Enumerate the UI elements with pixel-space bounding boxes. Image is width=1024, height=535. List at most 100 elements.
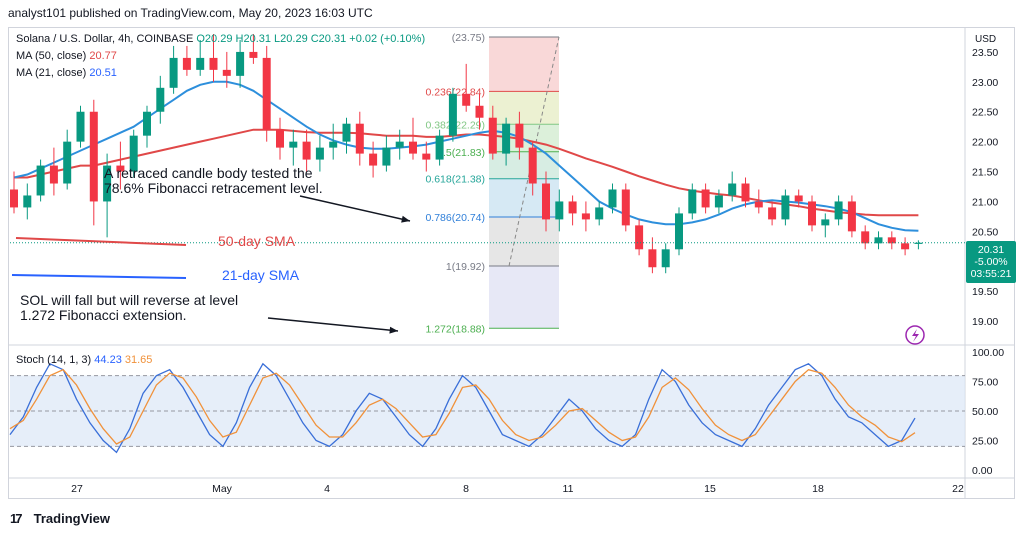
candle-body <box>568 201 577 214</box>
candle-body <box>808 201 816 226</box>
fib-level-label: 0.618(21.38) <box>425 174 485 186</box>
retrace-arrow <box>299 195 411 222</box>
candle-body <box>555 201 564 220</box>
fib-zone-0-236 <box>489 36 559 92</box>
price-axis-tick: 21.00 <box>972 196 998 208</box>
price-axis-tick: 22.50 <box>972 107 998 119</box>
time-axis-tick: 15 <box>704 483 716 495</box>
legend-change: +0.02 (+0.10%) <box>349 33 426 45</box>
legend-symbol: Solana / U.S. Dollar, 4h, COINBASE <box>16 33 194 45</box>
candle-body <box>661 249 670 268</box>
candle-body <box>794 195 803 202</box>
candle-body <box>63 141 72 184</box>
legend-stoch-label: Stoch (14, 1, 3) <box>16 354 92 366</box>
sma21-legend-line <box>11 274 187 279</box>
candle-body <box>89 111 98 202</box>
candle-body <box>49 165 58 184</box>
candle-body <box>116 165 125 172</box>
candle-body <box>488 117 497 154</box>
candle-body <box>409 141 417 154</box>
candle-body <box>675 213 683 250</box>
time-axis-tick: 18 <box>812 483 824 495</box>
stoch-axis-tick: 50.00 <box>972 406 998 418</box>
candle-body <box>302 141 311 160</box>
candle-body <box>422 153 431 160</box>
price-badge-countdown: 03:55:21 <box>971 268 1012 280</box>
candle-body <box>462 93 471 106</box>
price-axis-tick: 19.00 <box>972 316 998 328</box>
candle-body <box>635 225 644 250</box>
legend-ma21-value: 20.51 <box>89 67 117 79</box>
candle-body <box>369 153 378 166</box>
fib-level-label: (23.75) <box>452 32 485 44</box>
candle-body <box>395 141 404 148</box>
candle-body <box>608 189 617 208</box>
candle-body <box>621 189 630 226</box>
annotation-retrace-line2: 78.6% Fibonacci retracement level. <box>104 180 323 196</box>
footer-brand: TradingView <box>33 511 110 526</box>
candle-body <box>648 249 657 268</box>
lightning-icon-bolt <box>912 329 919 342</box>
time-axis-tick: 8 <box>463 483 469 495</box>
fib-zone-382-5 <box>489 124 559 152</box>
legend-stoch-row: Stoch (14, 1, 3) 44.23 31.65 <box>16 354 152 366</box>
price-axis-tick: 23.50 <box>972 47 998 59</box>
ma21-line <box>13 80 919 232</box>
tradingview-footer[interactable]: 17 TradingView <box>10 511 110 526</box>
time-axis-tick: 22 <box>952 483 964 495</box>
candle-body <box>847 201 856 232</box>
candle-body <box>581 213 590 220</box>
candle-body <box>781 195 790 220</box>
ma50-line <box>14 128 919 217</box>
stoch-axis-tick: 25.00 <box>972 436 998 448</box>
candle-body <box>329 141 338 148</box>
sma50-legend-line <box>15 237 187 246</box>
candle-body <box>502 123 511 154</box>
time-axis-tick: 27 <box>71 483 83 495</box>
fib-level-label: 0.786(20.74) <box>425 212 485 224</box>
candle-body <box>342 123 351 142</box>
legend-ma21-row: MA (21, close) 20.51 <box>16 67 117 79</box>
stoch-axis-tick: 0.00 <box>972 465 993 477</box>
time-axis-tick: May <box>212 483 233 495</box>
time-axis-tick: 11 <box>563 483 574 495</box>
candle-body <box>528 147 537 184</box>
annotation-extension-line2: 1.272 Fibonacci extension. <box>20 307 187 323</box>
price-axis-tick: 23.00 <box>972 77 998 89</box>
candle-body <box>701 189 710 208</box>
candle-body <box>182 57 191 70</box>
extension-arrow-head <box>389 326 398 334</box>
tradingview-logo-icon: 17 <box>10 511 22 526</box>
legend-symbol-row: Solana / U.S. Dollar, 4h, COINBASE O20.2… <box>16 33 425 45</box>
candle-body <box>129 135 138 172</box>
legend-ohlc: O20.29 H20.31 L20.29 C20.31 <box>196 33 347 45</box>
candle-body <box>23 195 32 208</box>
stoch-axis-tick: 100.00 <box>972 347 1004 359</box>
annotation-extension-line1: SOL will fall but will reverse at level <box>20 292 238 308</box>
price-axis-currency: USD <box>975 34 996 45</box>
legend-ma50-label: MA (50, close) <box>16 50 87 62</box>
candle-body <box>741 183 750 202</box>
candle-body <box>276 129 284 148</box>
candle-body <box>262 57 271 130</box>
candle-body <box>10 189 18 208</box>
candle-body <box>196 57 205 70</box>
lightning-icon <box>905 325 925 345</box>
candle-body <box>169 57 178 88</box>
time-axis-tick: 4 <box>324 483 330 495</box>
price-axis-tick: 21.50 <box>972 167 998 179</box>
stoch-k-line <box>9 362 916 454</box>
candle-body <box>249 51 258 58</box>
legend-ma50-row: MA (50, close) 20.77 <box>16 50 117 62</box>
candle-body <box>754 201 763 208</box>
candle-body <box>143 111 151 136</box>
candle-body <box>688 189 697 214</box>
fib-zone-1-1272 <box>489 266 559 329</box>
annotation-sma50: 50-day SMA <box>218 233 296 249</box>
candle-body <box>382 147 391 166</box>
fib-zone-236-382 <box>489 91 559 125</box>
extension-arrow <box>267 317 399 332</box>
candle-body <box>861 231 870 244</box>
candle-body <box>289 141 298 148</box>
